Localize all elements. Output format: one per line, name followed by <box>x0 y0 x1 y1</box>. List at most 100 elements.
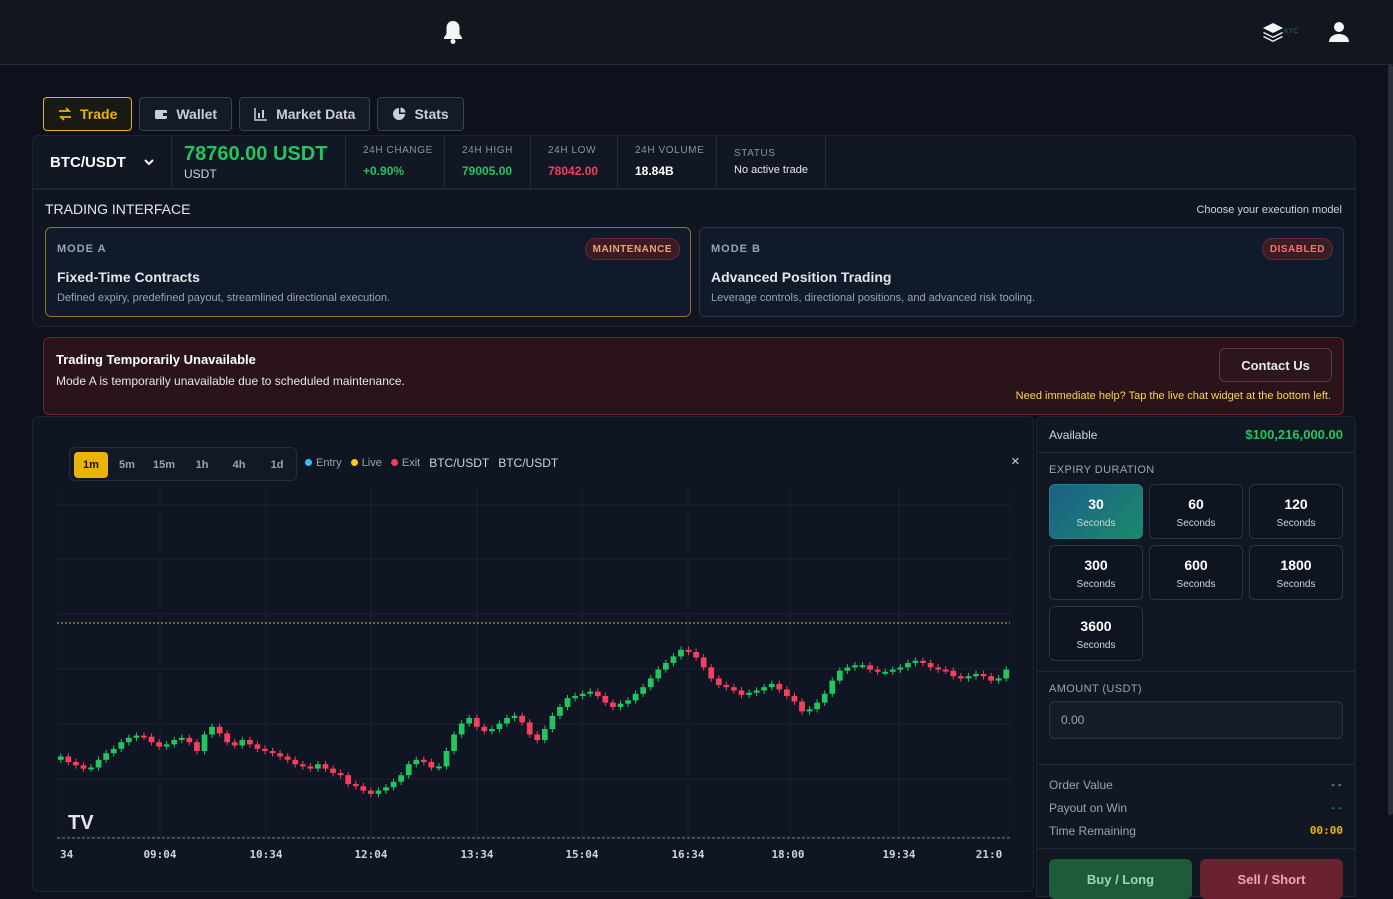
candle <box>337 773 344 776</box>
candle <box>103 753 110 760</box>
divider <box>1037 764 1355 765</box>
candle <box>405 764 412 776</box>
tab-market-data[interactable]: Market Data <box>239 97 371 131</box>
candle <box>519 715 526 723</box>
candle <box>708 667 715 679</box>
chevron-down-icon[interactable] <box>143 156 155 168</box>
amount-label: AMOUNT (USDT) <box>1049 683 1142 695</box>
tab-wallet[interactable]: Wallet <box>139 97 233 131</box>
candle <box>973 674 979 677</box>
divider <box>1037 671 1355 672</box>
timeframe-15m[interactable]: 15m <box>152 459 176 471</box>
pair-selector[interactable]: BTC/USDT <box>50 154 126 171</box>
candle <box>610 702 616 707</box>
candle <box>375 790 382 794</box>
mode-a-card[interactable]: MODE A MAINTENANCE Fixed-Time Contracts … <box>45 227 691 317</box>
divider <box>1037 848 1355 849</box>
order-value-label: Order Value <box>1049 778 1113 792</box>
duration-300[interactable]: 300 Seconds <box>1049 545 1143 600</box>
candle <box>829 680 836 694</box>
candle <box>541 729 548 740</box>
candle <box>148 736 155 743</box>
candle <box>194 742 200 751</box>
mode-name: Fixed-Time Contracts <box>57 269 200 285</box>
duration-120[interactable]: 120 Seconds <box>1249 484 1343 539</box>
contact-us-button[interactable]: Contact Us <box>1219 348 1332 382</box>
stat-label: STATUS <box>734 148 776 159</box>
candle <box>277 753 283 757</box>
candle <box>821 693 828 703</box>
legend-entry: Entry <box>305 457 342 469</box>
kyc-stack-icon[interactable] <box>1262 22 1284 42</box>
candle <box>874 669 881 672</box>
mode-tag: MODE B <box>711 243 761 255</box>
page-scrollbar[interactable] <box>1388 65 1393 815</box>
timeframe-1m[interactable]: 1m <box>74 452 108 478</box>
sell-short-button[interactable]: Sell / Short <box>1200 859 1343 899</box>
candle <box>209 726 215 735</box>
x-tick-label: 10:34 <box>249 848 282 861</box>
tab-label: Stats <box>414 106 449 122</box>
duration-3600[interactable]: 3600 Seconds <box>1049 606 1143 661</box>
candle <box>398 775 405 782</box>
legend-live: Live <box>350 457 382 469</box>
candle <box>345 775 352 784</box>
tab-trade[interactable]: Trade <box>43 97 133 131</box>
candle <box>897 667 904 670</box>
duration-30[interactable]: 30 Seconds <box>1049 484 1143 539</box>
timeframe-1d[interactable]: 1d <box>270 459 284 471</box>
candle <box>753 690 760 693</box>
order-value-row: Order Value -- <box>1049 778 1343 792</box>
x-tick-label: 16:34 <box>671 848 704 861</box>
stat-value: 78042.00 <box>548 164 599 178</box>
candle <box>133 735 140 738</box>
candle <box>466 718 473 724</box>
candle <box>738 690 745 695</box>
candle <box>852 665 858 668</box>
candle <box>549 715 556 729</box>
duration-600[interactable]: 600 Seconds <box>1149 545 1243 600</box>
candle <box>299 764 306 767</box>
order-panel: Available $100,216,000.00 EXPIRY DURATIO… <box>1036 416 1356 899</box>
candle <box>292 759 299 765</box>
price-block: 78760.00 USDT USDT <box>171 136 327 189</box>
legend-symbol: BTC/USDT <box>498 456 559 470</box>
payout-row: Payout on Win -- <box>1049 801 1343 815</box>
price-unit: USDT <box>184 167 217 181</box>
payout-value: -- <box>1329 801 1343 814</box>
candle <box>640 687 647 694</box>
candle <box>564 698 571 707</box>
bell-icon[interactable] <box>441 19 465 45</box>
amount-input[interactable]: 0.00 <box>1049 701 1343 739</box>
candle <box>791 696 798 702</box>
candlestick-chart[interactable]: TV 34 09:04 10:34 12:04 13:34 15:04 16:34 18:00 1… <box>57 487 1010 892</box>
candle <box>685 649 692 652</box>
candle <box>383 787 389 791</box>
tab-stats[interactable]: Stats <box>377 97 464 131</box>
timeframe-4h[interactable]: 4h <box>232 459 246 471</box>
timeframe-1h[interactable]: 1h <box>195 459 209 471</box>
timeframe-5m[interactable]: 5m <box>119 459 135 471</box>
mode-b-card[interactable]: MODE B DISABLED Advanced Position Tradin… <box>699 227 1344 317</box>
duration-60[interactable]: 60 Seconds <box>1149 484 1243 539</box>
stat-label: 24H HIGH <box>462 145 513 156</box>
candle <box>156 742 162 747</box>
candle <box>526 722 533 735</box>
user-icon[interactable] <box>1328 21 1350 43</box>
candle <box>95 759 102 768</box>
x-tick-label: 21:0 <box>976 848 1003 861</box>
candle <box>504 718 510 724</box>
close-chart-icon[interactable]: × <box>1011 453 1020 470</box>
alert-message: Mode A is temporarily unavailable due to… <box>56 374 405 388</box>
mode-tag: MODE A <box>57 243 107 255</box>
candle <box>594 691 601 696</box>
candle <box>246 740 253 745</box>
bar-chart-icon <box>254 108 268 121</box>
buy-long-button[interactable]: Buy / Long <box>1049 859 1192 899</box>
candle <box>368 790 374 794</box>
duration-1800[interactable]: 1800 Seconds <box>1249 545 1343 600</box>
candle <box>632 693 639 701</box>
candle <box>284 756 291 760</box>
candle <box>451 734 457 751</box>
candle <box>420 759 427 762</box>
